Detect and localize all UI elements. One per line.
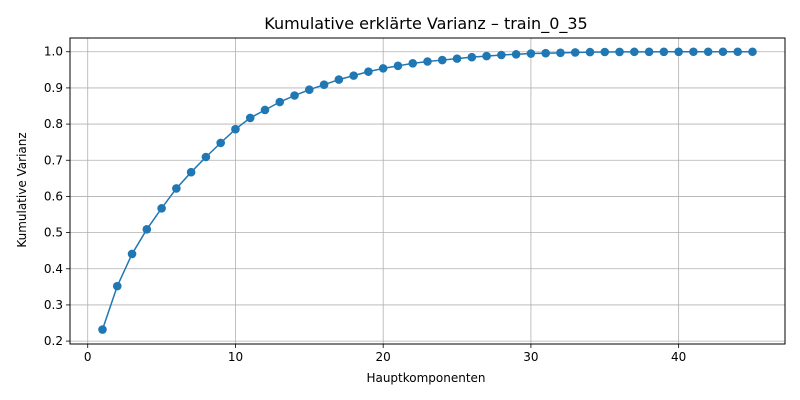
x-tick-label: 10 xyxy=(228,350,243,364)
data-point xyxy=(615,47,624,57)
x-axis-title: Hauptkomponenten xyxy=(366,371,485,385)
x-axis-ticks: 0 10 20 30 40 xyxy=(84,344,686,364)
data-point xyxy=(290,91,299,100)
data-point xyxy=(364,67,373,76)
data-point xyxy=(305,85,314,95)
data-point xyxy=(556,48,565,58)
y-axis-title: Kumulative Varianz xyxy=(15,132,29,247)
data-point xyxy=(172,184,181,193)
y-tick-label: 0.5 xyxy=(44,226,63,240)
data-point xyxy=(378,64,388,73)
data-point xyxy=(630,47,639,57)
data-point xyxy=(127,249,137,259)
data-point xyxy=(157,204,166,213)
data-point xyxy=(98,325,107,334)
x-tick-label: 0 xyxy=(84,350,92,364)
data-point xyxy=(334,75,344,84)
data-point xyxy=(186,167,196,177)
data-point xyxy=(142,225,152,234)
data-point xyxy=(718,47,728,57)
y-tick-label: 0.8 xyxy=(44,117,63,131)
data-point xyxy=(245,113,255,123)
data-point xyxy=(748,47,757,57)
y-tick-label: 0.4 xyxy=(44,262,63,276)
grid xyxy=(70,38,785,344)
data-point xyxy=(231,124,240,134)
y-tick-label: 0.7 xyxy=(44,153,63,167)
x-tick-label: 30 xyxy=(523,350,538,364)
data-point xyxy=(408,59,418,68)
data-point xyxy=(260,105,270,115)
data-point xyxy=(703,47,713,57)
data-point xyxy=(541,48,550,58)
data-point xyxy=(689,47,698,57)
data-point xyxy=(644,47,654,57)
data-point xyxy=(423,57,432,66)
data-point xyxy=(467,52,477,62)
x-tick-label: 20 xyxy=(376,350,391,364)
data-point xyxy=(393,61,403,71)
data-point xyxy=(349,71,358,80)
y-tick-label: 0.9 xyxy=(44,81,63,95)
data-point xyxy=(733,47,743,57)
data-point xyxy=(216,138,225,148)
data-point xyxy=(482,51,491,61)
plot-area xyxy=(70,38,785,344)
data-point xyxy=(112,281,122,291)
y-tick-label: 1.0 xyxy=(44,45,63,59)
data-point xyxy=(497,50,506,60)
series-layer xyxy=(98,47,757,334)
y-tick-label: 0.6 xyxy=(44,189,63,203)
data-point xyxy=(585,47,595,57)
data-point xyxy=(437,55,447,65)
data-point xyxy=(452,54,462,63)
data-point xyxy=(201,152,211,162)
data-point xyxy=(526,49,536,58)
plot-frame xyxy=(69,37,786,345)
data-point xyxy=(600,47,610,57)
data-point xyxy=(570,48,580,57)
data-point xyxy=(319,80,329,89)
data-point xyxy=(674,47,683,57)
y-axis-ticks: 0.2 0.3 0.4 0.5 0.6 0.7 0.8 0.9 1.0 xyxy=(44,45,70,348)
data-point xyxy=(511,49,521,59)
chart-title: Kumulative erklärte Varianz – train_0_35 xyxy=(264,14,587,34)
data-point xyxy=(659,47,669,57)
data-point xyxy=(275,97,285,107)
y-tick-label: 0.3 xyxy=(44,298,63,312)
y-tick-label: 0.2 xyxy=(44,334,63,348)
x-tick-label: 40 xyxy=(671,350,686,364)
